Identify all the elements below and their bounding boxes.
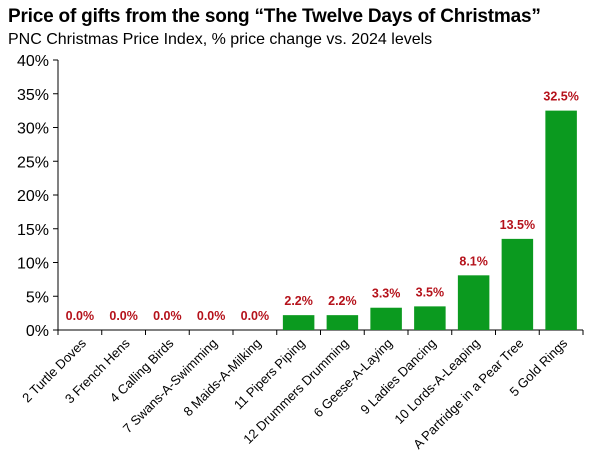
data-label: 2.2% [284, 294, 313, 308]
y-tick-label: 25% [17, 154, 49, 171]
chart-subtitle: PNC Christmas Price Index, % price chang… [8, 31, 433, 48]
data-label: 32.5% [543, 90, 578, 104]
bar [545, 110, 577, 330]
y-tick-label: 0% [26, 323, 49, 340]
bar [326, 315, 359, 330]
data-label: 13.5% [500, 218, 535, 232]
y-tick-label: 5% [26, 289, 49, 306]
y-tick-label: 30% [17, 121, 49, 138]
data-label: 0.0% [197, 309, 226, 323]
y-tick-label: 10% [17, 256, 49, 273]
y-tick-label: 35% [17, 87, 49, 104]
y-tick-label: 15% [17, 222, 49, 239]
data-label: 0.0% [66, 309, 95, 323]
data-label: 3.5% [416, 285, 445, 299]
y-tick-label: 40% [17, 53, 49, 70]
data-label: 0.0% [241, 309, 270, 323]
x-tick-label: 8 Maids-A-Milking [180, 336, 264, 420]
bar [457, 275, 490, 330]
data-label: 3.3% [372, 287, 401, 301]
bar [414, 306, 446, 330]
bar [282, 315, 315, 330]
x-tick-label: 6 Geese-A-Laying [311, 336, 396, 421]
bar [501, 238, 534, 330]
y-tick-label: 20% [17, 188, 49, 205]
data-label: 8.1% [459, 254, 488, 268]
x-tick-label: 9 Ladies Dancing [357, 336, 439, 418]
bar [370, 307, 402, 330]
data-label: 0.0% [109, 309, 138, 323]
chart-title: Price of gifts from the song “The Twelve… [8, 6, 541, 27]
data-label: 0.0% [153, 309, 182, 323]
data-label: 2.2% [328, 294, 357, 308]
